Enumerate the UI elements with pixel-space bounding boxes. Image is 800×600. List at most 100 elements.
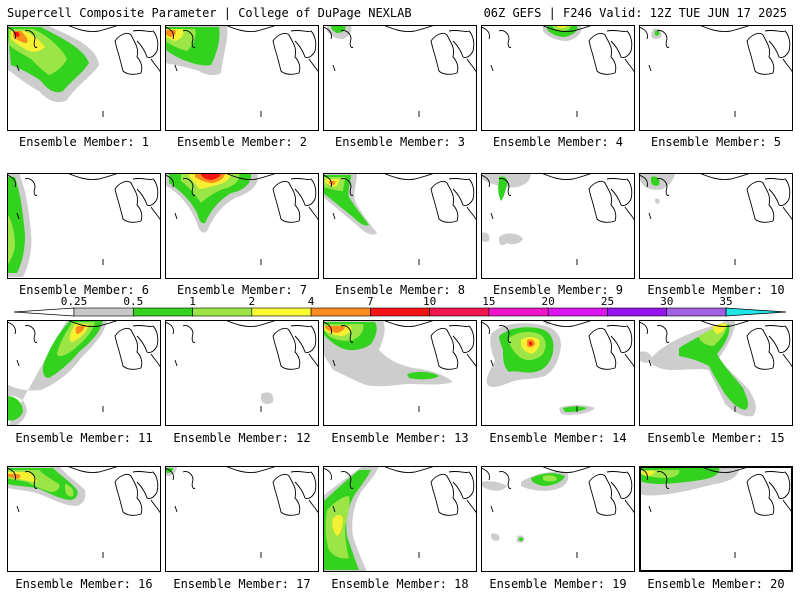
panel-border [639, 466, 793, 572]
lake-shore-mark [332, 505, 336, 513]
coastline [588, 327, 617, 370]
coastline [165, 321, 174, 335]
member-map [639, 320, 793, 426]
coastline [7, 467, 16, 481]
coastline [639, 26, 648, 40]
member-label: Ensemble Member: 13 [331, 431, 469, 445]
colorbar-tick-label: 15 [482, 295, 496, 308]
panel-border [481, 320, 635, 426]
coastline [132, 29, 159, 58]
ensemble-member-panel [323, 320, 477, 426]
colorbar-segment [607, 307, 668, 317]
member-map [639, 466, 793, 572]
coastline [382, 173, 436, 180]
scp-shading-area [65, 484, 74, 497]
panel-border [481, 25, 635, 131]
scp-shading-area [543, 475, 557, 482]
member-map [323, 173, 477, 279]
lake-shore-mark [490, 64, 494, 72]
panel-border [7, 466, 161, 572]
coastline [448, 177, 475, 206]
coastline [323, 26, 332, 40]
scp-shading-area [563, 406, 587, 412]
color-scale-bar [13, 307, 787, 317]
member-label: Ensemble Member: 9 [492, 283, 624, 297]
coastline [448, 29, 475, 58]
member-label: Ensemble Member: 4 [492, 135, 624, 149]
scp-shading-area [679, 324, 749, 410]
coastline [498, 471, 512, 489]
colorbar-tick-label: 20 [541, 295, 555, 308]
coastline [430, 32, 459, 75]
colorbar-segment [310, 307, 371, 317]
member-label: Ensemble Member: 20 [647, 577, 785, 591]
coastline [272, 473, 301, 516]
coastline [24, 325, 38, 343]
coastline [165, 467, 174, 481]
coastline [165, 174, 174, 188]
coastline [606, 29, 633, 58]
member-map [7, 25, 161, 131]
coastline [746, 32, 775, 75]
member-map [165, 25, 319, 131]
coastline [698, 25, 752, 32]
panel-border [7, 25, 161, 131]
colorbar-tick-label: 30 [660, 295, 674, 308]
coastline [224, 25, 278, 32]
coastline [182, 325, 196, 343]
coastline [588, 180, 617, 223]
colorbar-segment [488, 307, 549, 317]
coastline [764, 324, 791, 353]
scp-shading-area [7, 474, 21, 479]
coastline [272, 327, 301, 370]
ensemble-member-panel [481, 25, 635, 131]
colorbar-max-arrow [725, 307, 787, 317]
scp-shading-area [641, 471, 655, 476]
member-map [481, 466, 635, 572]
lake-shore-mark [648, 505, 652, 513]
lake-shore-mark [174, 505, 178, 513]
scp-shading-area [325, 326, 345, 333]
coastline [66, 173, 120, 180]
coastline [498, 30, 512, 48]
lake-shore-mark [16, 212, 20, 220]
coastline [340, 30, 354, 48]
scp-shading-area [499, 233, 523, 246]
lake-shore-mark [332, 359, 336, 367]
coastline [114, 327, 143, 370]
coastline [540, 466, 594, 473]
colorbar-tick-label: 10 [423, 295, 437, 308]
coastline [290, 177, 317, 206]
coastline [639, 174, 648, 188]
coastline [182, 30, 196, 48]
member-label: Ensemble Member: 10 [647, 283, 785, 297]
coastline [24, 178, 38, 196]
coastline [698, 320, 752, 327]
colorbar-tick-label: 0.5 [123, 295, 144, 308]
member-map [323, 25, 477, 131]
coastline [606, 177, 633, 206]
panel-border [323, 320, 477, 426]
coastline [224, 320, 278, 327]
ensemble-member-panel [165, 320, 319, 426]
scp-shading-area [481, 232, 490, 242]
member-map [481, 173, 635, 279]
coastline [272, 180, 301, 223]
scp-shading-area [7, 396, 23, 421]
coastline [588, 32, 617, 75]
coastline [656, 325, 670, 343]
coastline [132, 470, 159, 499]
coastline [224, 173, 278, 180]
header-valid-time: 06Z GEFS | F246 Valid: 12Z TUE JUN 17 20… [483, 6, 787, 20]
coastline [498, 325, 512, 343]
ensemble-member-panel [481, 173, 635, 279]
coastline [114, 32, 143, 75]
scp-shading-area [491, 533, 500, 541]
coastline [746, 180, 775, 223]
coastline [764, 177, 791, 206]
colorbar-segment [132, 307, 193, 317]
colorbar-tick-label: 4 [307, 295, 315, 308]
ensemble-member-panel [323, 173, 477, 279]
member-map [165, 173, 319, 279]
coastline [24, 30, 38, 48]
